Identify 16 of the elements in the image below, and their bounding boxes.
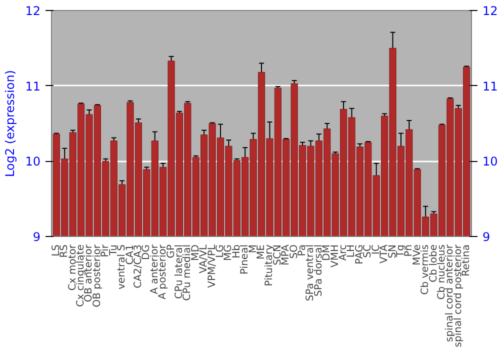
x-tick-label: OB posterior (92, 244, 103, 308)
y-axis-title: Log2 (expression) (3, 70, 18, 177)
y-tick-label: 9 (32, 230, 41, 244)
y2-tick-label: 11 (482, 79, 498, 94)
y2-tick-label: 10 (482, 154, 498, 169)
x-tick-label: Retina (461, 244, 472, 276)
y2-tick-label: 9 (482, 230, 490, 244)
y-tick-label: 11 (25, 79, 41, 94)
x-tick-label: A posterior (158, 244, 169, 300)
y2-tick-label: 12 (482, 4, 498, 18)
y-tick-label: 12 (25, 4, 41, 18)
x-tick-label: ME (256, 244, 267, 260)
x-tick-label: Tg (395, 244, 406, 258)
x-tick-label: Pituitary (264, 244, 276, 286)
y-tick-label: 10 (25, 154, 41, 169)
x-tick-label: spinal cord posterior (452, 244, 464, 348)
